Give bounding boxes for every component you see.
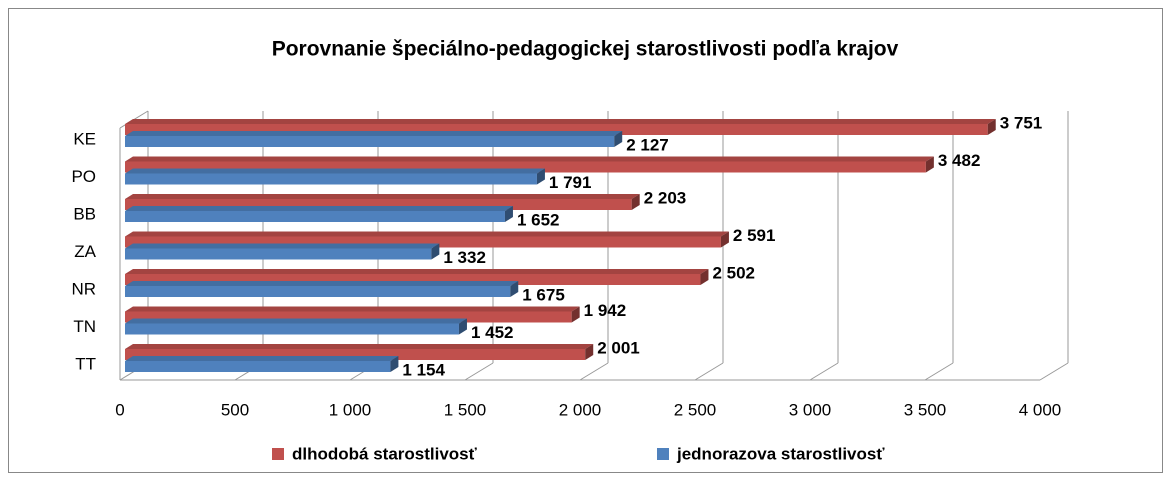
bar-top — [125, 168, 545, 174]
bar-top — [125, 206, 513, 211]
value-label: 1 452 — [471, 323, 514, 342]
bar-top — [125, 306, 580, 312]
value-label: 1 675 — [522, 285, 565, 304]
grid-line — [1039, 362, 1069, 381]
x-tick-label: 2 000 — [559, 400, 602, 419]
bar — [125, 136, 615, 147]
y-tick-label: NR — [71, 279, 96, 298]
y-tick-label: PO — [71, 167, 96, 186]
value-label: 2 591 — [733, 226, 776, 245]
value-label: 2 203 — [644, 188, 687, 207]
bar — [125, 211, 505, 222]
bar-top — [125, 318, 467, 324]
x-tick-label: 2 500 — [674, 400, 717, 419]
bar-end — [700, 269, 709, 285]
bar — [125, 323, 459, 335]
bar-top — [125, 356, 399, 361]
x-tick-label: 0 — [115, 400, 124, 419]
bar-top — [125, 231, 729, 237]
bar-end — [571, 306, 580, 323]
value-label: 1 154 — [402, 360, 445, 379]
bar-top — [125, 243, 440, 249]
x-tick-label: 3 000 — [789, 400, 832, 419]
bar — [125, 173, 537, 185]
value-label: 1 652 — [517, 210, 560, 229]
bar-end — [431, 243, 440, 260]
bar-end — [504, 206, 513, 222]
legend-swatch — [657, 448, 669, 460]
bar — [125, 274, 701, 285]
value-label: 2 502 — [712, 263, 755, 282]
bar — [125, 361, 391, 372]
value-label: 1 332 — [443, 248, 486, 267]
x-tick-label: 4 000 — [1019, 400, 1062, 419]
chart-title: Porovnanie špeciálno-pedagogickej staros… — [272, 38, 899, 61]
bar-end — [925, 156, 934, 173]
bar — [125, 124, 988, 135]
value-label: 2 001 — [597, 338, 640, 357]
bar-top — [125, 194, 640, 199]
y-tick-label: BB — [73, 204, 96, 223]
x-tick-label: 500 — [221, 400, 249, 419]
bar-end — [631, 194, 640, 210]
bar-end — [510, 281, 519, 297]
y-tick-label: ZA — [74, 242, 96, 261]
legend-label: jednorazova starostlivosť — [676, 444, 885, 463]
bar-end — [536, 168, 545, 185]
bar — [125, 286, 511, 297]
x-tick-label: 1 500 — [444, 400, 487, 419]
value-label: 3 751 — [1000, 113, 1043, 132]
bar-top — [125, 156, 934, 162]
bar-end — [390, 356, 399, 372]
bar-top — [125, 269, 709, 274]
bar — [125, 349, 586, 360]
value-label: 3 482 — [938, 151, 981, 170]
bar — [125, 248, 432, 260]
y-tick-label: TN — [73, 317, 96, 336]
y-tick-label: KE — [73, 129, 96, 148]
bar — [125, 161, 926, 173]
bar-end — [585, 344, 594, 360]
value-label: 2 127 — [626, 135, 669, 154]
bar — [125, 311, 572, 323]
value-label: 1 791 — [549, 173, 592, 192]
x-tick-label: 1 000 — [329, 400, 372, 419]
bar-top — [125, 131, 623, 136]
bar-end — [720, 231, 729, 248]
bar-end — [614, 131, 623, 147]
grid-line — [924, 362, 954, 381]
bar-top — [125, 281, 519, 286]
bar-top — [125, 344, 594, 349]
value-label: 1 942 — [584, 301, 627, 320]
grid-line — [694, 362, 724, 381]
bar-top — [125, 119, 996, 124]
bar-end — [987, 119, 996, 135]
bar-end — [458, 318, 467, 335]
legend-swatch — [272, 448, 284, 460]
grid-line — [464, 362, 494, 381]
y-tick-label: TT — [75, 354, 96, 373]
grid-line — [809, 362, 839, 381]
x-tick-label: 3 500 — [904, 400, 947, 419]
grid-line — [579, 362, 609, 381]
bar — [125, 236, 721, 248]
bar — [125, 199, 632, 210]
legend-label: dlhodobá starostlivosť — [292, 444, 478, 463]
